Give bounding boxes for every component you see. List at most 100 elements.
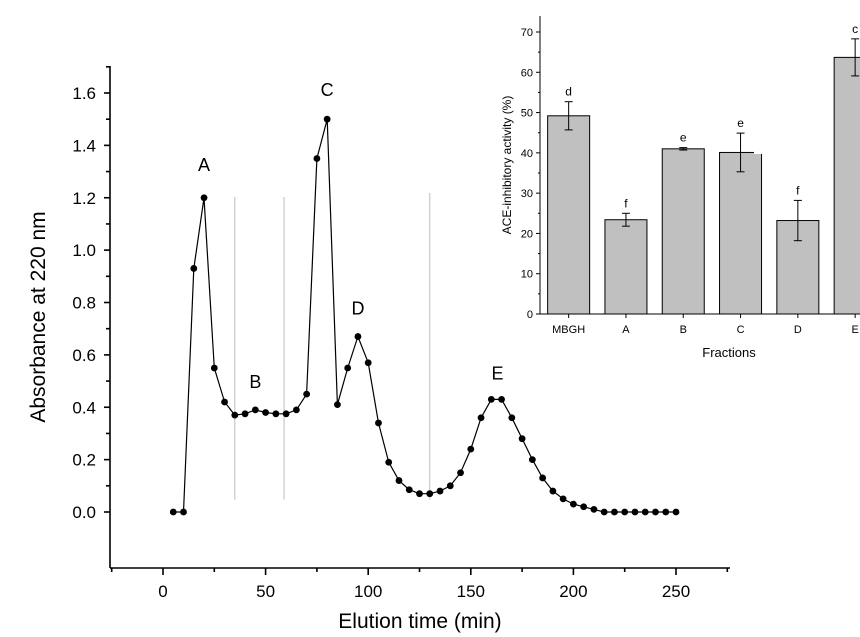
data-point bbox=[662, 508, 670, 516]
data-point bbox=[611, 508, 618, 516]
data-point bbox=[467, 445, 475, 453]
inset-x-tick-label: A bbox=[622, 324, 630, 336]
inset-y-tick-label: 0 bbox=[527, 309, 533, 321]
data-point bbox=[313, 155, 321, 162]
inset-x-tick-label: B bbox=[680, 324, 687, 336]
inset-x-tick-label: E bbox=[851, 324, 858, 336]
data-point bbox=[416, 490, 423, 498]
data-point bbox=[262, 409, 269, 416]
data-point bbox=[241, 410, 249, 418]
data-point bbox=[559, 495, 567, 503]
inset-y-tick-label: 70 bbox=[521, 27, 533, 39]
main-y-tick-label: 0.8 bbox=[72, 294, 96, 313]
label-mask bbox=[404, 161, 452, 193]
main-x-axis-label: Elution time (min) bbox=[338, 610, 501, 633]
inset-y-tick-label: 20 bbox=[521, 228, 533, 240]
data-point bbox=[446, 482, 454, 490]
peak-label-c: C bbox=[321, 80, 334, 100]
main-y-axis-label: Absorbance at 220 nm bbox=[27, 211, 50, 422]
data-point bbox=[457, 469, 464, 477]
main-y-tick-label: 0.4 bbox=[72, 398, 96, 417]
peak-label-e: E bbox=[491, 363, 503, 383]
data-point bbox=[169, 508, 177, 516]
data-point bbox=[292, 406, 300, 414]
peak-label-a: A bbox=[198, 155, 210, 175]
main-y-tick-label: 1.4 bbox=[72, 136, 96, 155]
main-x-tick-label: 250 bbox=[662, 582, 690, 601]
data-point bbox=[221, 398, 228, 406]
data-point bbox=[323, 115, 331, 123]
inset-y-tick-label: 40 bbox=[521, 148, 533, 160]
bar-mbgh bbox=[547, 115, 591, 315]
main-y-tick-label: 1.6 bbox=[72, 84, 96, 103]
bar-e bbox=[833, 56, 860, 315]
data-point bbox=[641, 508, 649, 516]
main-x-tick-label: 150 bbox=[457, 582, 485, 601]
data-point bbox=[375, 419, 382, 427]
peak-label-b: B bbox=[249, 372, 261, 392]
data-point bbox=[385, 458, 393, 466]
data-point bbox=[570, 500, 577, 508]
label-mask bbox=[754, 120, 812, 154]
label-mask bbox=[754, 64, 814, 106]
significance-letter: c bbox=[852, 22, 858, 36]
bar-b bbox=[661, 148, 705, 315]
inset-x-tick-label: C bbox=[737, 324, 745, 336]
inset-y-tick-label: 30 bbox=[521, 188, 533, 200]
data-point bbox=[272, 410, 280, 418]
main-x-tick-label: 50 bbox=[256, 582, 275, 601]
significance-letter: e bbox=[737, 116, 744, 130]
data-point bbox=[334, 401, 341, 409]
data-point bbox=[590, 505, 598, 513]
main-y-tick-label: 1.0 bbox=[72, 241, 96, 260]
inset-y-axis-label: ACE-inhibitory activity (%) bbox=[500, 96, 514, 235]
main-y-tick-label: 0.2 bbox=[72, 451, 96, 470]
data-point bbox=[580, 503, 588, 511]
data-point bbox=[180, 508, 187, 516]
label-mask bbox=[50, 546, 98, 578]
data-point bbox=[436, 487, 444, 495]
data-point bbox=[251, 406, 259, 414]
data-point bbox=[652, 508, 659, 516]
data-point bbox=[200, 194, 208, 202]
data-point bbox=[303, 390, 311, 398]
data-point bbox=[672, 508, 680, 516]
data-point bbox=[426, 490, 434, 498]
significance-letter: f bbox=[796, 183, 800, 197]
significance-letter: d bbox=[565, 85, 572, 99]
inset-x-tick-label: MBGH bbox=[552, 324, 585, 336]
data-point bbox=[621, 508, 629, 516]
significance-letter: e bbox=[680, 131, 687, 145]
data-point bbox=[364, 359, 372, 367]
data-point bbox=[477, 414, 485, 422]
data-point bbox=[600, 508, 608, 516]
inset-y-tick-label: 50 bbox=[521, 108, 533, 120]
bar-c bbox=[719, 151, 763, 315]
data-point bbox=[528, 456, 536, 464]
inset-x-tick-label: D bbox=[794, 324, 802, 336]
data-point bbox=[518, 435, 526, 443]
data-point bbox=[354, 333, 362, 340]
data-point bbox=[344, 364, 352, 372]
main-x-tick-label: 200 bbox=[559, 582, 587, 601]
data-point bbox=[405, 486, 413, 494]
data-point bbox=[508, 414, 516, 422]
main-x-tick-label: 0 bbox=[158, 582, 167, 601]
main-x-tick-label: 100 bbox=[354, 582, 382, 601]
data-point bbox=[631, 508, 639, 516]
label-mask bbox=[222, 87, 297, 197]
significance-letter: f bbox=[624, 196, 628, 210]
data-point bbox=[487, 395, 495, 403]
data-point bbox=[210, 364, 218, 372]
inset-y-tick-label: 60 bbox=[521, 67, 533, 79]
data-point bbox=[395, 477, 403, 484]
bar-a bbox=[604, 219, 648, 315]
peak-label-d: D bbox=[351, 299, 364, 319]
main-y-tick-label: 0.6 bbox=[72, 346, 96, 365]
ace-inhibitory-bar-chart: 0 10 20 30 40 50 60 70 d MBGH f Ae Be Cf Dc E ACE-inhi… bbox=[500, 16, 860, 360]
main-y-tick-label: 1.2 bbox=[72, 189, 96, 208]
main-y-tick-label: 0.0 bbox=[72, 503, 96, 522]
data-point bbox=[549, 487, 557, 495]
